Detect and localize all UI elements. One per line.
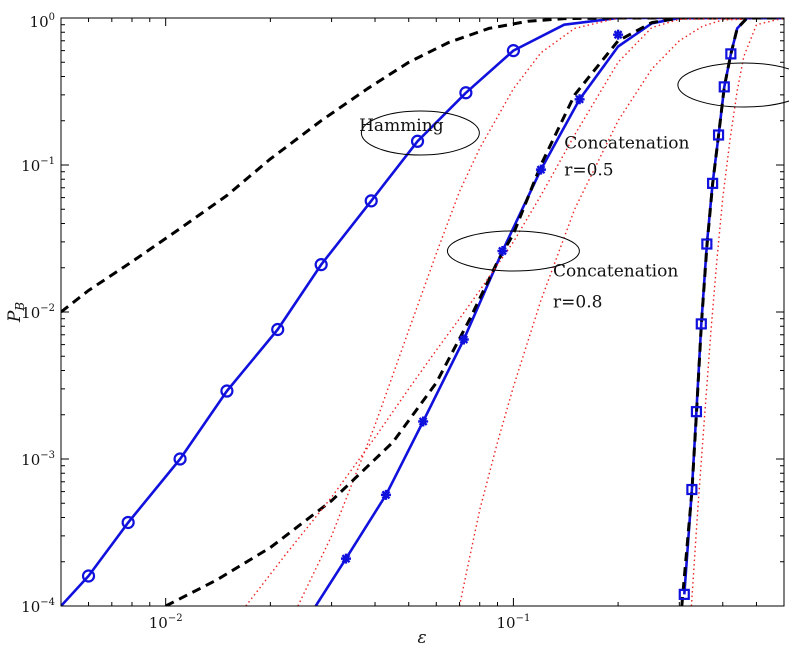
y-axis-label: PB: [5, 302, 27, 323]
marker-0-8: [459, 86, 473, 100]
series-11-line: [690, 18, 784, 606]
marker-3-6: [574, 94, 585, 105]
tick-layer: 10−4 10−3 10−2 10−1 100 10−2 10−1: [21, 12, 784, 632]
marker-8-6: [718, 81, 730, 93]
marker-0-0: [81, 569, 96, 583]
x-tick-label: 10−1: [496, 613, 530, 632]
marker-4-0: [613, 29, 624, 40]
annotation-concat-05: Concatenation: [564, 133, 689, 153]
ellipse-layer: [360, 62, 789, 272]
marker-0-3: [220, 384, 234, 398]
ellipse-concat-08: [446, 230, 580, 272]
marker-0-2: [173, 452, 187, 466]
annotation-concat-08-r: r=0.8: [553, 293, 602, 313]
series-layer: [61, 18, 784, 606]
marker-8-3: [701, 238, 713, 250]
marker-9-0: [678, 588, 690, 600]
series-2-line: [297, 18, 784, 606]
marker-8-4: [707, 177, 719, 189]
marker-0-1: [121, 515, 135, 530]
series-6-line: [245, 18, 784, 606]
marker-3-0: [340, 553, 351, 564]
ellipse-hamming: [360, 110, 480, 156]
marker-8-2: [695, 318, 707, 330]
ellipse-concat-05: [677, 62, 789, 108]
marker-8-0: [686, 483, 698, 496]
marker-3-3: [458, 334, 469, 345]
series-3-line: [314, 18, 784, 606]
marker-0-5: [314, 258, 328, 272]
marker-8-1: [690, 406, 703, 418]
series-10-line: [680, 18, 784, 606]
series-8-line: [683, 18, 784, 595]
annotation-concat-05-r: r=0.5: [564, 160, 613, 180]
y-tick-label: 10−1: [21, 156, 55, 175]
x-axis-label: ε: [417, 628, 426, 648]
series-7-line: [458, 18, 784, 606]
plot-frame: [60, 17, 785, 607]
marker-3-5: [535, 164, 546, 175]
marker-3-2: [418, 416, 429, 427]
marker-layer: [81, 29, 737, 600]
marker-8-5: [712, 129, 725, 141]
y-tick-label: 10−3: [21, 450, 55, 469]
x-tick-label: 10−2: [149, 613, 183, 632]
marker-0-7: [410, 134, 425, 148]
series-0-line: [61, 18, 784, 606]
annotation-hamming: Hamming: [359, 116, 444, 136]
y-tick-label: 10−2: [21, 303, 55, 322]
marker-8-7: [725, 48, 737, 60]
y-tick-label: 100: [30, 12, 55, 31]
series-5-line: [165, 18, 784, 606]
marker-0-9: [506, 44, 521, 58]
annotation-layer: Hamming Concatenation r=0.5 Concatenation r=…: [359, 116, 689, 313]
y-tick-label: 10−4: [21, 597, 55, 616]
annotation-concat-08: Concatenation: [553, 261, 678, 281]
marker-0-6: [364, 194, 378, 208]
marker-3-4: [497, 245, 508, 256]
marker-0-4: [271, 322, 285, 337]
marker-3-1: [380, 489, 391, 500]
